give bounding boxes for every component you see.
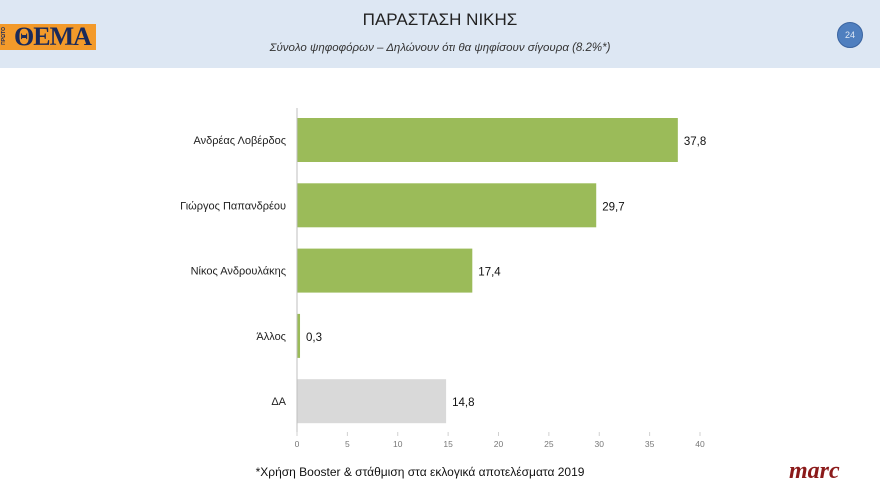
bar	[297, 183, 597, 228]
page-number-badge: 24	[837, 22, 863, 48]
category-label: Νίκος Ανδρουλάκης	[191, 266, 286, 278]
x-tick-label: 40	[695, 439, 705, 449]
x-tick-label: 35	[645, 439, 655, 449]
footnote: *Χρήση Booster & στάθμιση στα εκλογικά α…	[255, 465, 585, 479]
data-label: 0,3	[306, 332, 322, 344]
x-tick-label: 10	[393, 439, 403, 449]
data-label: 17,4	[478, 267, 501, 279]
x-tick-label: 30	[595, 439, 605, 449]
category-label: Ανδρέας Λοβέρδος	[193, 135, 286, 147]
category-label: Γιώργος Παπανδρέου	[180, 200, 286, 212]
header-band: ΠΡΩΤΟ ΘΕΜΑ ΠΑΡΑΣΤΑΣΗ ΝΙΚΗΣ Σύνολο ψηφοφό…	[0, 0, 880, 68]
category-label: Άλλος	[256, 331, 286, 343]
bar	[297, 379, 447, 424]
brand-logo: marc	[789, 458, 840, 484]
x-tick-label: 20	[494, 439, 504, 449]
data-label: 14,8	[452, 397, 474, 409]
x-tick-label: 5	[345, 439, 350, 449]
data-label: 37,8	[684, 136, 706, 148]
slide-subtitle: Σύνολο ψηφοφόρων – Δηλώνουν ότι θα ψηφίσ…	[269, 42, 611, 54]
bar	[297, 248, 473, 293]
x-tick-label: 15	[443, 439, 453, 449]
logo-text: ΘΕΜΑ	[14, 22, 92, 51]
category-label: ΔΑ	[271, 396, 286, 408]
x-tick-label: 0	[295, 439, 300, 449]
bar	[297, 313, 301, 358]
slide-title: ΠΑΡΑΣΤΑΣΗ ΝΙΚΗΣ	[362, 10, 518, 29]
x-tick-label: 25	[544, 439, 554, 449]
bar	[297, 118, 678, 162]
data-label: 29,7	[602, 201, 624, 213]
logo: ΠΡΩΤΟ ΘΕΜΑ	[0, 22, 96, 51]
